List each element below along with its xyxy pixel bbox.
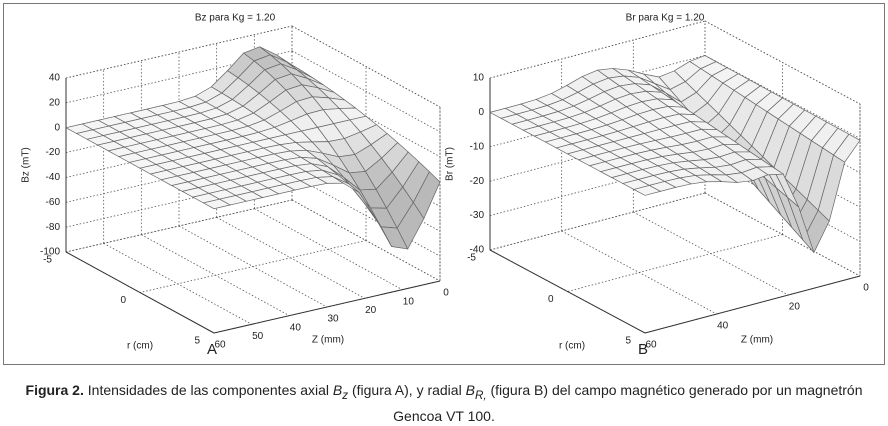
panel-title: Br para Kg = 1.20	[626, 13, 705, 24]
value-tick-label: -20	[470, 176, 485, 187]
box-edge	[704, 20, 861, 105]
z-tick-label: 0	[443, 288, 449, 299]
r-tick-label: -5	[467, 253, 476, 264]
subscript: R,	[474, 388, 487, 402]
r-tick-label: 5	[625, 336, 631, 347]
grid-line	[567, 234, 783, 292]
value-tick-label: 10	[473, 73, 485, 84]
z-tick-label: 0	[863, 283, 869, 294]
caption-text: (figura A), y radial	[348, 382, 466, 398]
z-tick-label: 40	[290, 322, 302, 333]
value-tick-label: -10	[470, 141, 485, 152]
symbol: B	[332, 382, 343, 398]
box-edge	[489, 20, 706, 79]
value-axis-label: Bz (mT)	[21, 147, 32, 183]
grid-line	[704, 192, 861, 277]
value-tick-label: -40	[470, 245, 485, 256]
caption: Figura 2. Intensidades de las componente…	[14, 380, 874, 426]
panel-letter: A	[207, 341, 217, 358]
symbol: B	[465, 382, 475, 398]
axis-line	[213, 280, 441, 334]
panel-letter: B	[638, 341, 648, 358]
value-tick-label: 20	[49, 97, 61, 108]
grid-line	[291, 199, 441, 282]
figure: Bz para Kg = 1.2040200-20-40-60-80-100-5…	[21, 13, 870, 358]
surface-cell	[632, 185, 662, 196]
value-tick-label: 0	[54, 122, 60, 133]
grid-line	[291, 50, 441, 133]
z-tick-label: 10	[403, 296, 415, 307]
value-axis-label: Br (mT)	[445, 147, 456, 181]
grid-line	[141, 234, 290, 317]
value-tick-label: -40	[46, 172, 61, 183]
grid-line	[178, 225, 328, 308]
r-tick-label: 0	[120, 295, 126, 306]
z-tick-label: 50	[252, 331, 264, 342]
grid-line	[633, 211, 789, 296]
caption-label: Figura 2.	[25, 382, 84, 398]
value-tick-label: -30	[470, 210, 485, 221]
figure-frame	[3, 3, 885, 365]
caption-text: Intensidades de las componentes axial	[83, 382, 333, 398]
r-tick-label: 0	[548, 294, 554, 305]
value-tick-label: -100	[40, 247, 60, 258]
caption-text: (figura B) del campo magnético generado …	[393, 382, 863, 424]
axis-line	[644, 275, 861, 334]
value-tick-label: -60	[46, 197, 61, 208]
z-axis-label: Z (mm)	[741, 335, 773, 346]
grid-line	[216, 216, 365, 299]
r-tick-label: 5	[194, 336, 200, 347]
z-tick-label: 40	[717, 321, 729, 332]
r-tick-label: -5	[43, 255, 52, 266]
grid-line	[561, 230, 717, 315]
value-tick-label: 40	[49, 73, 61, 84]
z-tick-label: 60	[214, 340, 226, 351]
z-tick-label: 60	[645, 340, 657, 351]
subscript: z	[342, 388, 349, 402]
z-tick-label: 20	[789, 302, 801, 313]
r-axis-label: r (cm)	[127, 341, 153, 352]
z-axis-label: Z (mm)	[312, 335, 344, 346]
z-tick-label: 20	[365, 305, 377, 316]
axis-line	[489, 249, 646, 334]
grid-line	[103, 242, 252, 325]
value-tick-label: 0	[478, 107, 484, 118]
box-edge	[291, 25, 441, 108]
z-tick-label: 30	[327, 314, 339, 325]
value-tick-label: -80	[46, 222, 61, 233]
grid-line	[254, 208, 403, 291]
r-axis-label: r (cm)	[559, 341, 585, 352]
panel-title: Bz para Kg = 1.20	[195, 13, 276, 24]
value-tick-label: -20	[46, 147, 61, 158]
axis-line	[65, 251, 215, 334]
box-edge	[65, 25, 293, 79]
surface-cell	[202, 198, 232, 210]
